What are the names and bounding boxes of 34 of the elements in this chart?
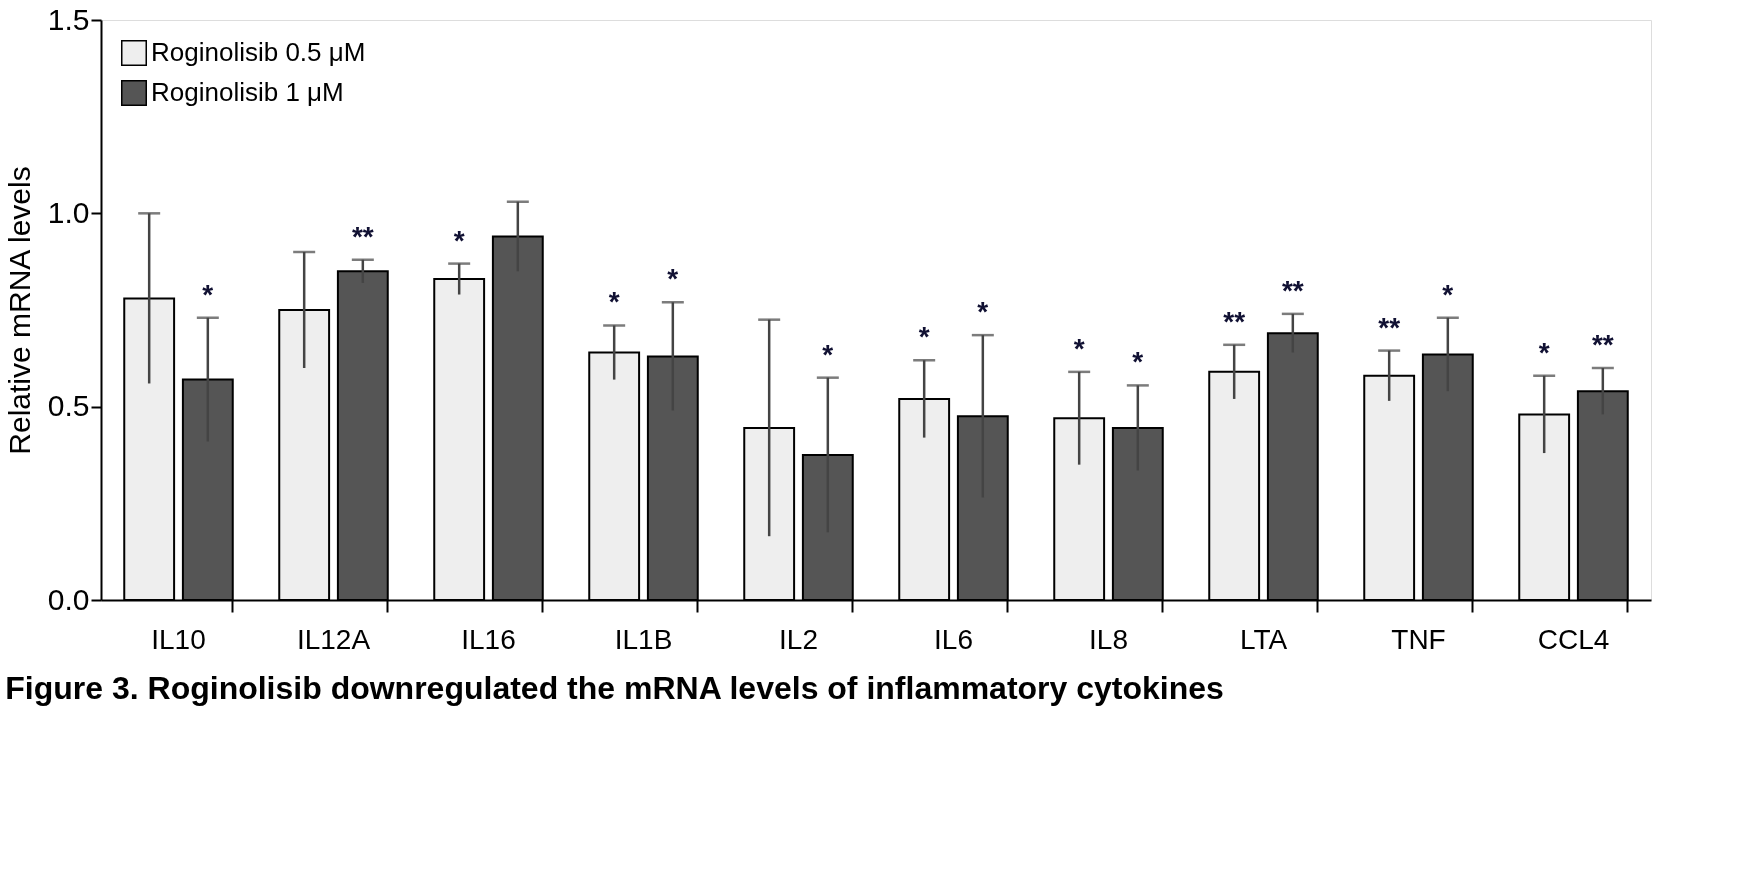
y-tick-label: 0.0 [47,582,90,616]
legend-label: Roginolisib 0.5 μM [151,37,366,67]
data-label: * [608,286,620,318]
x-tick-label: CCL4 [1537,623,1610,655]
x-tick-label: IL6 [934,623,973,655]
y-axis-title: Relative mRNA levels [2,166,36,455]
data-label: ** [1281,274,1304,306]
data-label: ** [1378,311,1401,343]
data-label: ** [351,220,374,252]
data-label: ** [1223,305,1246,337]
data-label: * [1073,332,1085,364]
x-tick-label: IL8 [1089,623,1128,655]
x-tick-label: IL2 [779,623,818,655]
data-label: * [202,278,214,310]
data-label: * [918,321,930,353]
data-label: * [822,338,834,370]
x-tick-label: IL1B [614,623,673,655]
x-tick-label: TNF [1391,623,1446,655]
data-label: * [667,263,679,295]
data-label: * [1442,278,1454,310]
x-tick-label: IL10 [151,623,206,655]
x-tick-label: IL12A [296,623,371,655]
data-label: * [977,296,989,328]
x-tick-label: LTA [1239,623,1288,655]
text: Figure 3. Roginolisib downregulated the mRNA levels of inflammatory cytokines [5,670,1224,706]
legend-label: Roginolisib 1 μM [151,77,344,107]
data-label: * [1538,336,1550,368]
x-tick-label: IL16 [461,623,516,655]
y-tick-label: 0.5 [47,389,90,423]
y-tick-label: 1.5 [47,2,90,36]
data-label: * [1132,346,1144,378]
data-label: * [453,224,465,256]
y-tick-label: 1.0 [47,195,90,229]
data-label: ** [1591,329,1614,360]
